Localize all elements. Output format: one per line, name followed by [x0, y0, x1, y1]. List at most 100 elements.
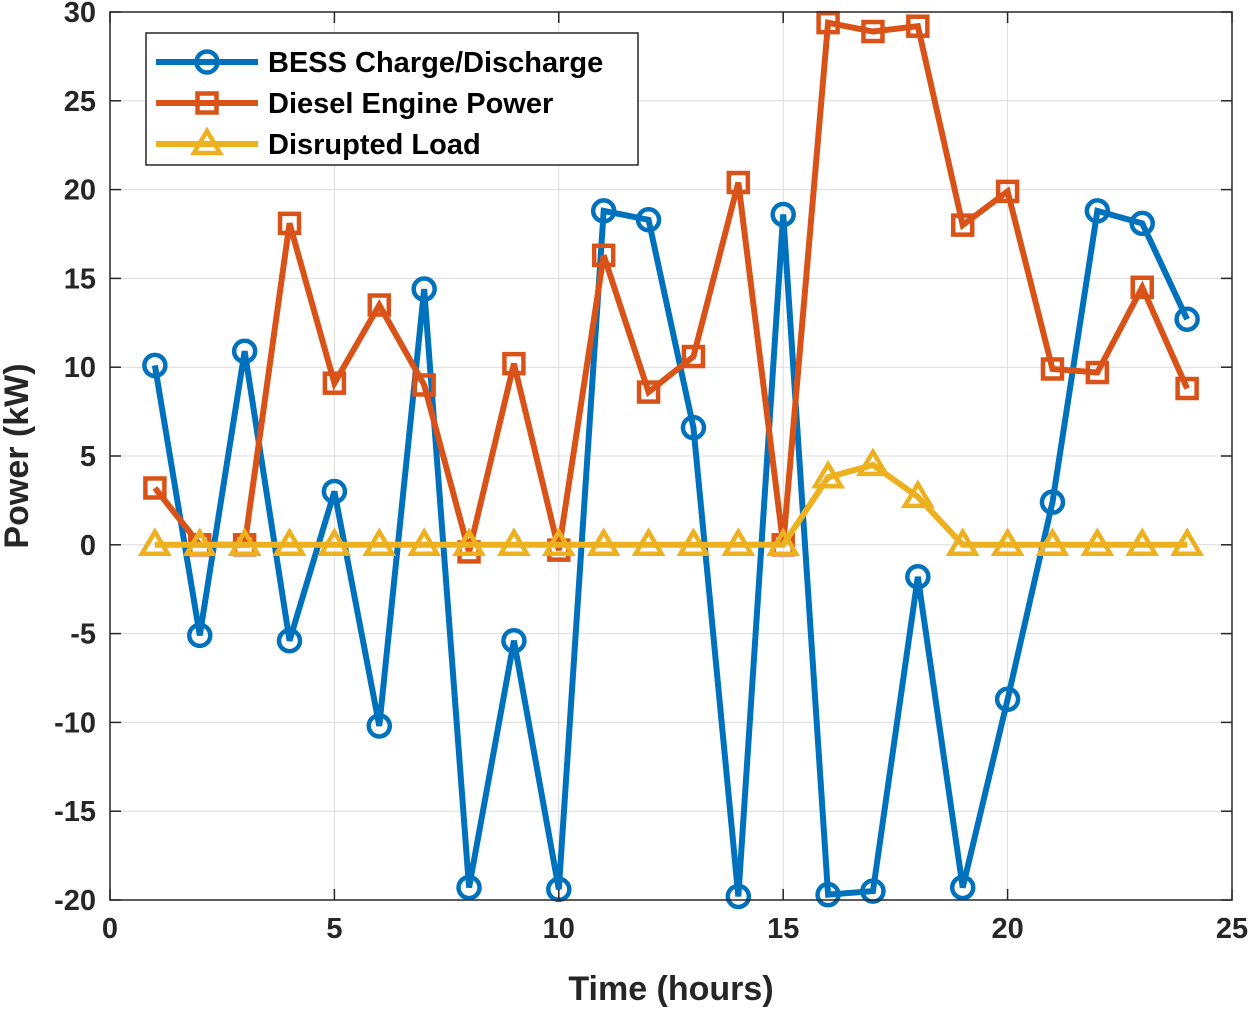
data-point — [635, 207, 662, 233]
data-point — [905, 564, 931, 590]
data-point — [680, 414, 707, 441]
data-point — [1039, 489, 1066, 515]
legend-marker — [194, 49, 220, 75]
y-tick-label: 15 — [64, 263, 96, 295]
data-point — [900, 479, 935, 509]
data-point — [861, 19, 885, 44]
series-2 — [137, 447, 1205, 557]
data-point — [502, 351, 526, 376]
data-point — [811, 459, 846, 489]
data-point — [366, 713, 393, 739]
data-point — [1125, 527, 1160, 557]
data-point — [1035, 527, 1070, 557]
data-point — [816, 10, 840, 35]
data-point — [1170, 527, 1205, 557]
axis-ticks: 0 5 10 15 20 25 -20 -15 -10 -5 0 5 10 15 20 25 30 — [54, 0, 1248, 945]
data-point — [950, 213, 975, 237]
data-point — [1085, 360, 1110, 385]
data-point — [631, 527, 666, 557]
legend-entry: BESS Charge/Discharge — [156, 47, 603, 79]
data-point — [277, 211, 302, 236]
data-point — [945, 527, 980, 557]
y-tick-label: 25 — [64, 86, 96, 118]
data-point — [142, 352, 168, 379]
data-point — [1175, 376, 1199, 401]
series-layer — [137, 10, 1205, 910]
data-point — [681, 344, 706, 369]
y-tick-label: 5 — [80, 441, 96, 473]
y-axis-label: Power (kW) — [0, 363, 36, 548]
data-point — [182, 527, 217, 557]
data-point — [770, 201, 796, 228]
series-1 — [143, 10, 1199, 564]
series-line — [152, 19, 1190, 553]
legend-marker — [190, 126, 224, 156]
data-point — [721, 527, 756, 557]
data-point — [496, 527, 531, 557]
data-point — [367, 293, 392, 317]
y-tick-label: -5 — [70, 619, 96, 651]
data-point — [456, 874, 482, 901]
data-point — [187, 622, 213, 649]
data-point — [860, 878, 886, 904]
legend-box — [145, 32, 639, 166]
x-tick-label: 0 — [102, 913, 118, 945]
legend-label: BESS Charge/Discharge — [268, 47, 603, 79]
x-tick-label: 25 — [1216, 913, 1248, 945]
data-point — [411, 276, 437, 302]
data-point — [321, 478, 348, 505]
data-point — [362, 527, 397, 557]
data-point — [137, 527, 172, 557]
data-point — [317, 527, 352, 557]
data-point — [990, 527, 1025, 557]
legend-marker — [195, 91, 219, 115]
data-point — [1129, 210, 1155, 237]
series-line — [151, 207, 1190, 898]
data-point — [1080, 527, 1115, 557]
data-point — [1084, 198, 1111, 224]
data-point — [949, 874, 976, 901]
data-point — [322, 371, 347, 395]
x-tick-label: 10 — [543, 913, 575, 945]
data-point — [725, 883, 752, 910]
data-point — [1130, 275, 1154, 300]
data-point — [407, 527, 442, 557]
data-point — [276, 627, 303, 654]
y-tick-label: -20 — [54, 885, 96, 917]
legend-label: Disrupted Load — [268, 129, 481, 161]
data-point — [815, 881, 841, 908]
x-tick-label: 5 — [326, 913, 342, 945]
legend-label: Diesel Engine Power — [268, 88, 553, 120]
data-point — [1040, 357, 1065, 381]
data-point — [676, 527, 711, 557]
data-point — [501, 627, 527, 654]
data-point — [412, 373, 436, 397]
data-point — [726, 170, 751, 195]
legend: BESS Charge/Discharge Diesel Engine Power… — [145, 32, 639, 166]
y-tick-label: -10 — [54, 707, 96, 739]
x-tick-label: 20 — [991, 913, 1023, 945]
data-point — [143, 476, 167, 500]
data-point — [541, 527, 576, 557]
data-point — [272, 527, 307, 557]
x-tick-label: 15 — [767, 913, 799, 945]
y-tick-label: 10 — [64, 352, 96, 384]
data-point — [995, 179, 1020, 204]
data-point — [590, 198, 617, 224]
data-point — [906, 14, 930, 38]
legend-entry: Diesel Engine Power — [156, 88, 553, 120]
data-point — [452, 527, 486, 557]
data-point — [591, 243, 616, 268]
y-tick-label: 0 — [80, 530, 96, 562]
x-axis-label: Time (hours) — [568, 970, 773, 1008]
data-point — [636, 380, 661, 404]
data-point — [231, 338, 258, 364]
data-point — [994, 686, 1021, 713]
series-0 — [142, 198, 1200, 910]
data-point — [766, 527, 801, 557]
data-point — [586, 527, 621, 557]
legend-entry: Disrupted Load — [156, 126, 481, 161]
y-tick-label: 30 — [64, 0, 96, 29]
data-point — [856, 447, 890, 477]
